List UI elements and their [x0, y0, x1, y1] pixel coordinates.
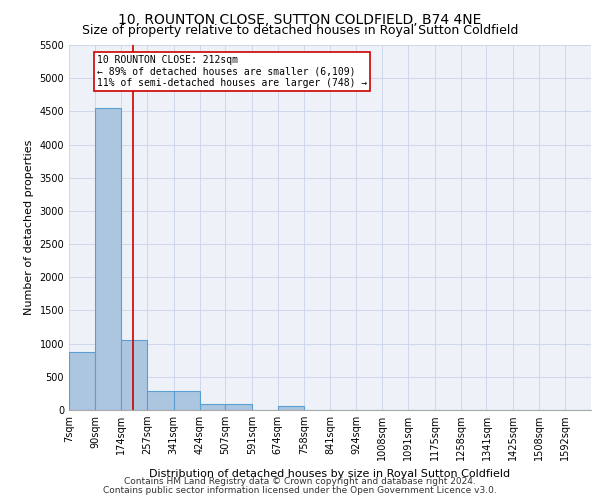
Bar	[69, 352, 95, 410]
Bar	[173, 391, 200, 410]
Bar	[95, 108, 121, 410]
Y-axis label: Number of detached properties: Number of detached properties	[24, 140, 34, 315]
Text: Contains public sector information licensed under the Open Government Licence v3: Contains public sector information licen…	[103, 486, 497, 495]
Text: 10 ROUNTON CLOSE: 212sqm
← 89% of detached houses are smaller (6,109)
11% of sem: 10 ROUNTON CLOSE: 212sqm ← 89% of detach…	[97, 55, 367, 88]
Text: Contains HM Land Registry data © Crown copyright and database right 2024.: Contains HM Land Registry data © Crown c…	[124, 477, 476, 486]
Bar	[121, 340, 147, 410]
Bar	[226, 404, 252, 410]
Text: Size of property relative to detached houses in Royal Sutton Coldfield: Size of property relative to detached ho…	[82, 24, 518, 37]
Bar	[278, 406, 304, 410]
Text: 10, ROUNTON CLOSE, SUTTON COLDFIELD, B74 4NE: 10, ROUNTON CLOSE, SUTTON COLDFIELD, B74…	[118, 12, 482, 26]
Bar	[147, 391, 173, 410]
Bar	[199, 404, 226, 410]
X-axis label: Distribution of detached houses by size in Royal Sutton Coldfield: Distribution of detached houses by size …	[149, 468, 511, 478]
